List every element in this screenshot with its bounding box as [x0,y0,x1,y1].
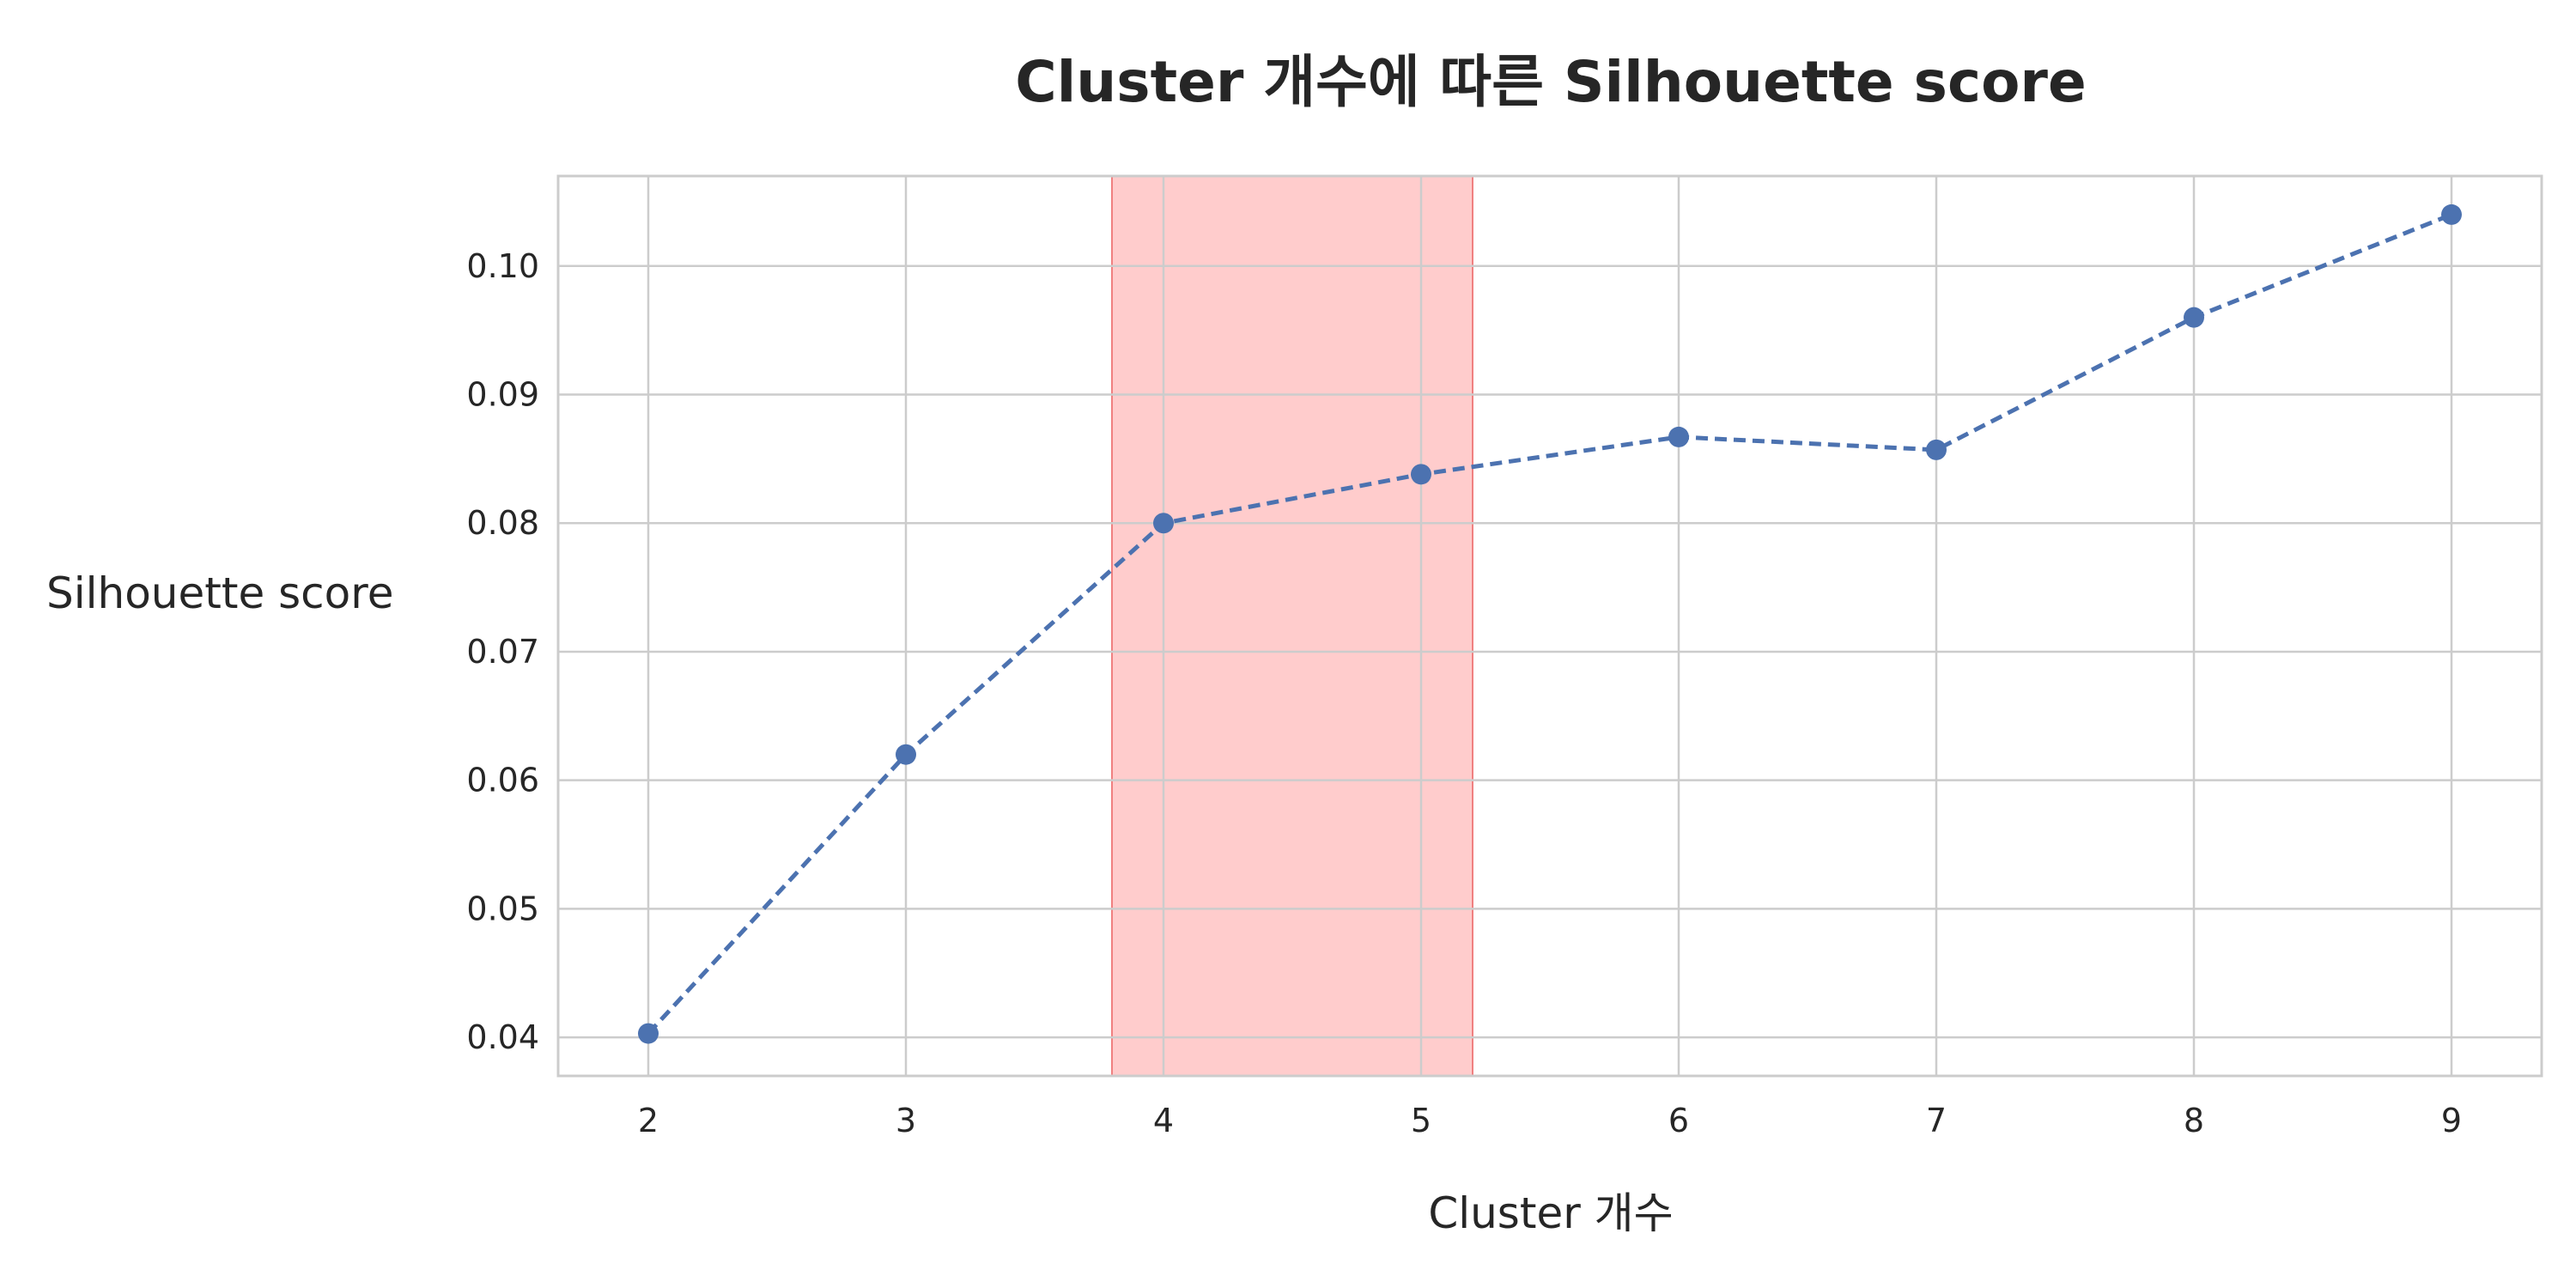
series-line [647,212,2452,1036]
y-tick-label: 0.08 [466,504,539,542]
x-tick-label: 3 [896,1102,916,1139]
y-tick-label: 0.06 [466,762,539,799]
data-point [1926,439,1947,460]
y-axis-label: Silhouette score [46,568,393,618]
data-point [638,1023,659,1044]
x-axis-label: Cluster 개수 [1428,1188,1673,1238]
x-tick-label: 8 [2184,1102,2204,1139]
x-tick-label: 4 [1153,1102,1174,1139]
data-point [1153,513,1174,534]
x-tick-label: 2 [638,1102,659,1139]
y-tick-label: 0.05 [466,890,539,927]
data-point [2441,204,2462,225]
highlight-span [1111,175,1473,1077]
x-tick-label: 9 [2441,1102,2462,1139]
y-tick-label: 0.09 [466,376,539,414]
data-point [1411,464,1431,485]
data-point [2184,307,2204,328]
plot-frame [556,174,2543,1078]
chart-title: Cluster 개수에 따른 Silhouette score [1015,49,2086,115]
data-point [896,744,916,765]
y-tick-label: 0.04 [466,1018,539,1056]
y-tick-label: 0.10 [466,247,539,285]
x-tick-label: 5 [1411,1102,1431,1139]
plot-area: 2 3 4 5 6 7 8 9 0.04 0.05 0.06 0.07 0.08 0.09 0.10 [466,174,2543,1139]
x-tick-label: 7 [1926,1102,1947,1139]
y-tick-label: 0.07 [466,633,539,671]
data-point [1668,426,1689,447]
x-tick-label: 6 [1668,1102,1689,1139]
